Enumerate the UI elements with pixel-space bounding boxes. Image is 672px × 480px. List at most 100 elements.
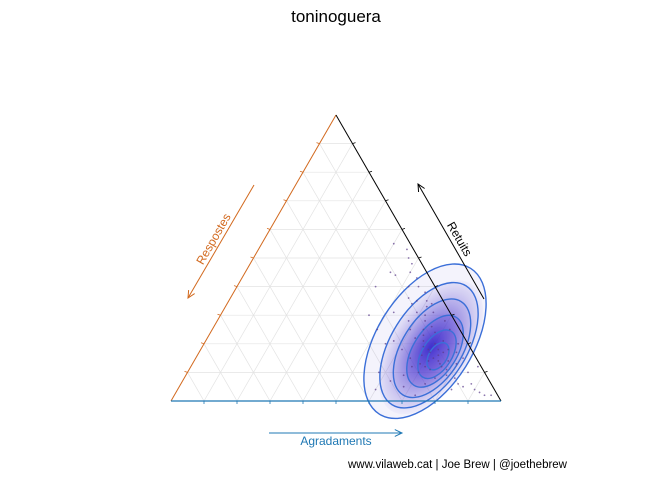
data-point: [434, 342, 436, 345]
grid-line: [203, 343, 238, 402]
tick-retuits: [418, 256, 422, 259]
data-point: [429, 368, 431, 371]
data-point: [414, 337, 417, 339]
tick-retuits: [401, 228, 406, 230]
density-contour: [379, 281, 479, 409]
data-point: [442, 340, 445, 342]
data-point: [470, 382, 473, 385]
data-point: [445, 374, 448, 377]
tick-respostes: [283, 199, 287, 202]
arrow-agradaments-head: [394, 429, 404, 437]
data-point: [415, 277, 418, 279]
data-point: [417, 285, 420, 288]
arrow-respostes-head: [187, 289, 195, 299]
data-point: [411, 302, 413, 305]
data-point: [453, 377, 456, 380]
grid-line: [236, 286, 304, 402]
data-point: [376, 328, 379, 331]
data-point: [389, 271, 392, 274]
data-point: [419, 362, 422, 365]
arrow-retuits-head: [417, 183, 425, 193]
data-point: [442, 351, 445, 354]
data-point: [384, 342, 387, 345]
data-point: [432, 357, 435, 359]
tick-respostes: [299, 170, 304, 173]
data-point: [430, 325, 433, 328]
data-point: [424, 365, 426, 368]
data-point: [432, 311, 435, 314]
data-point: [455, 351, 458, 354]
data-point: [392, 340, 395, 342]
axis-title-agradaments: Agradaments: [300, 434, 371, 448]
triangle-frame: [170, 114, 502, 404]
data-point: [424, 291, 426, 294]
data-point: [409, 328, 412, 331]
data-point: [394, 274, 397, 277]
data-point: [448, 328, 451, 331]
tick-respostes: [233, 285, 238, 287]
data-point: [425, 305, 428, 308]
tick-respostes: [316, 142, 320, 144]
data-point: [424, 320, 426, 322]
data-point: [422, 340, 425, 342]
data-point: [378, 371, 380, 374]
data-point: [389, 380, 392, 382]
grid-line: [253, 257, 337, 402]
tick-retuits: [385, 199, 389, 202]
data-point: [374, 388, 377, 391]
grid-line: [220, 315, 271, 402]
data-point: [420, 354, 423, 357]
grid-line: [269, 200, 386, 402]
data-point: [422, 345, 425, 348]
data-point: [477, 365, 479, 368]
data-point: [424, 382, 426, 385]
tick-respostes: [200, 342, 205, 345]
data-point: [368, 314, 370, 317]
tick-retuits: [352, 142, 356, 144]
data-point: [462, 357, 464, 359]
data-point: [402, 374, 405, 377]
data-point: [406, 248, 408, 251]
axis-title-retuits: Retuits: [444, 219, 475, 258]
data-point: [447, 360, 450, 362]
data-point: [437, 360, 440, 362]
data-point: [457, 382, 459, 385]
data-point: [445, 368, 448, 371]
density-fill: [378, 280, 484, 415]
data-point: [407, 285, 410, 288]
tick-respostes: [217, 313, 221, 316]
data-point: [392, 311, 395, 314]
data-point: [439, 362, 441, 365]
data-point: [415, 311, 418, 314]
data-point: [450, 388, 453, 391]
data-point: [434, 331, 436, 334]
tick-retuits: [451, 313, 455, 316]
data-point: [490, 394, 492, 397]
tick-retuits: [484, 371, 488, 373]
axis-arrows: [187, 183, 485, 437]
data-point: [401, 348, 403, 351]
data-point: [407, 257, 410, 259]
data-point: [473, 388, 476, 391]
data-point: [427, 360, 430, 362]
data-point: [437, 354, 440, 357]
data-point: [422, 328, 425, 331]
data-point: [455, 362, 458, 365]
axis-title-respostes: Respostes: [193, 211, 233, 267]
data-points: [368, 242, 492, 397]
tick-retuits: [434, 285, 439, 287]
data-point: [440, 365, 443, 368]
data-point: [434, 377, 436, 380]
tick-retuits: [368, 170, 373, 173]
data-point: [437, 348, 440, 351]
density-layer: [363, 263, 487, 420]
data-point: [374, 285, 377, 288]
data-point: [409, 357, 412, 359]
data-point: [414, 394, 417, 397]
data-point: [415, 300, 418, 302]
data-point: [478, 391, 481, 394]
data-point: [392, 242, 395, 245]
data-point: [422, 334, 425, 337]
data-point: [457, 342, 459, 345]
